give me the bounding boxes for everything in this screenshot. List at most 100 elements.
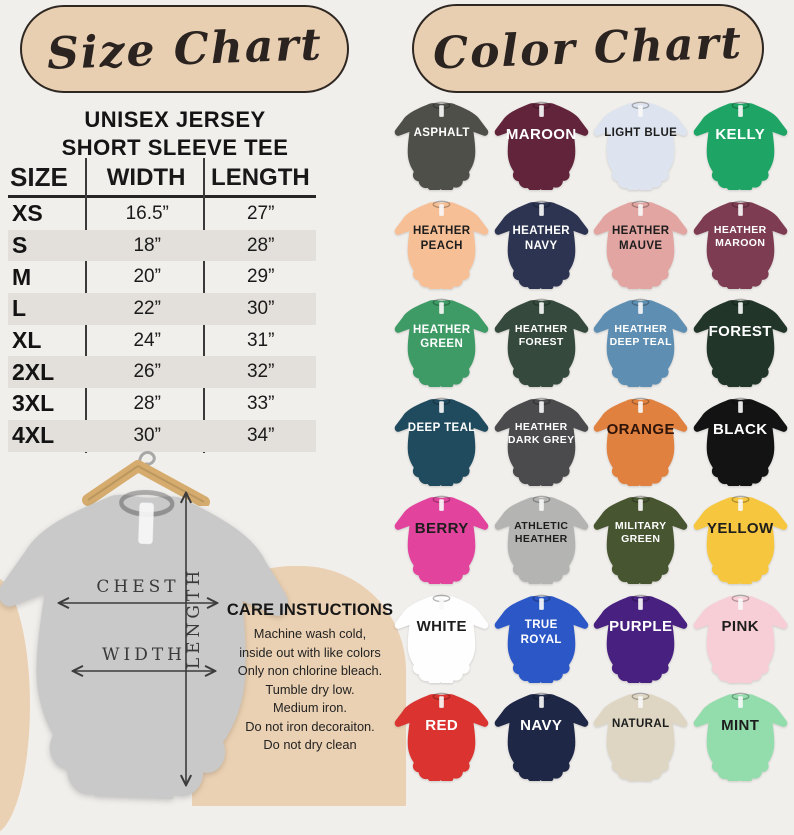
- size-cell: S: [12, 232, 28, 259]
- color-swatch: BLACK: [691, 394, 791, 493]
- color-name-label: HEATHER NAVY: [512, 225, 570, 252]
- care-line: inside out with like colors: [239, 644, 381, 660]
- color-name-label: HEATHER PEACH: [412, 225, 471, 252]
- length-label: LENGTH: [184, 567, 204, 669]
- color-name-label: BLACK: [712, 421, 768, 439]
- column-header-length: LENGTH: [211, 163, 310, 191]
- color-swatch: FOREST: [691, 295, 791, 394]
- product-heading: UNISEX JERSEY SHORT SLEEVE TEE: [10, 106, 340, 162]
- care-lines: Machine wash cold, inside out with like …: [221, 625, 399, 755]
- color-swatch: RED: [392, 689, 492, 788]
- length-cell: 28”: [246, 234, 275, 256]
- color-swatch: BERRY: [392, 492, 492, 591]
- tee-icon: [593, 693, 689, 782]
- width-cell: 22”: [133, 297, 161, 319]
- size-cell: 2XL: [12, 358, 55, 385]
- length-cell: 29”: [246, 266, 275, 288]
- size-table-row: S 18” 28”: [8, 229, 316, 262]
- width-label: WIDTH: [102, 645, 186, 665]
- width-cell: 16.5”: [125, 202, 169, 224]
- tee-icon: [394, 101, 490, 190]
- length-cell: 30”: [246, 297, 275, 319]
- color-swatch: HEATHER DEEP TEAL: [591, 295, 691, 394]
- color-name-label: HEATHER MAUVE: [611, 225, 670, 252]
- color-name-label: HEATHER DARK GREY: [507, 421, 575, 447]
- color-swatch: ATHLETIC HEATHER: [492, 492, 592, 591]
- care-line: Only non chlorine bleach.: [237, 663, 383, 678]
- color-name-label: TRUE ROYAL: [520, 619, 562, 646]
- tee-icon: [593, 101, 689, 190]
- care-line: Tumble dry low.: [265, 681, 355, 697]
- chest-label: CHEST: [96, 577, 179, 597]
- table-header-rule: [8, 195, 316, 198]
- color-name-label: RED: [425, 717, 459, 735]
- color-name-label: PURPLE: [609, 618, 673, 636]
- size-table-body: XS 16.5” 27” S 18” 28” M 20” 29” L 22” 3…: [8, 198, 316, 452]
- color-name-label: MILITARY GREEN: [614, 519, 667, 545]
- color-swatch: HEATHER GREEN: [392, 295, 492, 394]
- care-line: Machine wash cold,: [253, 626, 367, 641]
- color-name-label: PINK: [721, 618, 759, 636]
- size-chart-title: Size Chart: [45, 18, 324, 80]
- color-swatch: ORANGE: [591, 394, 691, 493]
- size-table-row: 2XL 26” 32”: [8, 356, 316, 389]
- care-line: Medium iron.: [273, 700, 347, 715]
- color-name-label: ORANGE: [606, 421, 675, 439]
- size-cell: XL: [12, 327, 42, 354]
- size-table-header: SIZE WIDTH LENGTH: [8, 160, 316, 195]
- color-name-label: HEATHER MAROON: [713, 224, 767, 250]
- care-instructions: CARE INSTUCTIONS Machine wash cold, insi…: [221, 601, 399, 755]
- color-name-label: HEATHER GREEN: [412, 323, 471, 351]
- size-table-row: L 22” 30”: [8, 293, 316, 325]
- color-swatch: HEATHER NAVY: [492, 197, 592, 296]
- size-cell: 4XL: [12, 422, 55, 449]
- color-name-label: DEEP TEAL: [407, 422, 476, 435]
- color-chart-pill: Color Chart: [412, 4, 764, 93]
- column-header-size: SIZE: [10, 162, 68, 192]
- color-swatch: YELLOW: [691, 492, 791, 591]
- care-line: Do not dry clean: [263, 737, 357, 752]
- color-swatch: MILITARY GREEN: [591, 492, 691, 591]
- size-cell: M: [12, 263, 32, 290]
- color-grid: ASPHALT MAROON LIGHT BLUE KELLY HEATHER …: [392, 98, 790, 788]
- color-name-label: LIGHT BLUE: [604, 126, 678, 139]
- tee-icon: [394, 397, 490, 486]
- color-swatch: LIGHT BLUE: [591, 98, 691, 197]
- color-swatch: PURPLE: [591, 591, 691, 690]
- product-heading-line1: UNISEX JERSEY: [84, 107, 266, 132]
- color-name-label: KELLY: [715, 125, 766, 143]
- color-swatch: ASPHALT: [392, 98, 492, 197]
- column-header-width: WIDTH: [106, 163, 186, 191]
- color-swatch: TRUE ROYAL: [492, 591, 592, 690]
- width-cell: 28”: [133, 392, 161, 414]
- color-swatch: HEATHER FOREST: [492, 295, 592, 394]
- color-chart-title: Color Chart: [432, 17, 744, 80]
- color-name-label: WHITE: [416, 618, 467, 636]
- length-cell: 34”: [246, 424, 275, 446]
- color-name-label: NAVY: [520, 717, 563, 735]
- color-name-label: HEATHER DEEP TEAL: [609, 322, 672, 348]
- size-table-row: 4XL 30” 34”: [8, 419, 316, 452]
- color-name-label: MINT: [721, 717, 760, 735]
- color-swatch: PINK: [691, 591, 791, 690]
- width-cell: 24”: [133, 329, 161, 351]
- size-cell: 3XL: [12, 390, 55, 417]
- length-cell: 32”: [246, 361, 275, 383]
- length-cell: 27”: [246, 202, 275, 224]
- color-name-label: BERRY: [414, 519, 469, 537]
- color-name-label: NATURAL: [611, 718, 670, 731]
- measurement-arrows: CHEST WIDTH LENGTH: [0, 460, 340, 794]
- size-cell: XS: [12, 200, 43, 227]
- size-cell: L: [12, 295, 27, 322]
- color-swatch: HEATHER MAROON: [691, 197, 791, 296]
- color-swatch: NAVY: [492, 689, 592, 788]
- color-name-label: HEATHER FOREST: [514, 322, 568, 348]
- product-heading-line2: SHORT SLEEVE TEE: [61, 135, 289, 160]
- width-cell: 26”: [133, 361, 161, 383]
- size-table-row: M 20” 29”: [8, 261, 316, 293]
- hanger-icon: [82, 450, 210, 506]
- color-swatch: HEATHER MAUVE: [591, 197, 691, 296]
- size-table-row: XS 16.5” 27”: [8, 198, 316, 230]
- color-name-label: YELLOW: [706, 519, 774, 537]
- size-table-row: XL 24” 31”: [8, 325, 316, 357]
